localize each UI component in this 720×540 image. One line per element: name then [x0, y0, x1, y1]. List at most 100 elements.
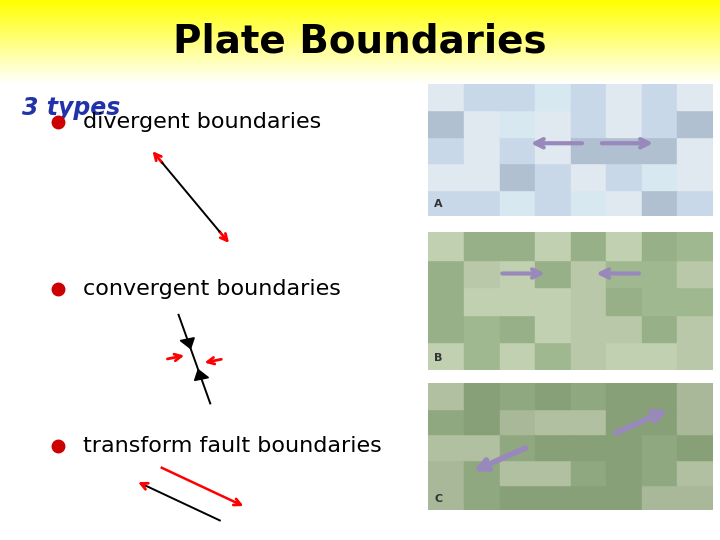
- Bar: [606, 190, 642, 216]
- Bar: [606, 342, 642, 370]
- Bar: [678, 260, 713, 287]
- Text: convergent boundaries: convergent boundaries: [83, 279, 341, 299]
- Bar: [606, 287, 642, 315]
- Bar: [464, 110, 500, 137]
- Bar: [642, 342, 678, 370]
- Bar: [570, 287, 606, 315]
- Bar: [570, 163, 606, 190]
- Bar: [642, 190, 678, 216]
- Bar: [464, 315, 500, 342]
- Bar: [570, 383, 606, 409]
- Bar: [535, 84, 570, 110]
- Bar: [642, 383, 678, 409]
- Bar: [500, 137, 535, 163]
- Bar: [428, 137, 464, 163]
- Bar: [428, 110, 464, 137]
- Polygon shape: [194, 370, 209, 381]
- Bar: [570, 315, 606, 342]
- Bar: [678, 232, 713, 260]
- Bar: [500, 232, 535, 260]
- Bar: [678, 409, 713, 434]
- Bar: [606, 383, 642, 409]
- Bar: [428, 460, 464, 485]
- Bar: [500, 342, 535, 370]
- Bar: [606, 409, 642, 434]
- Bar: [642, 434, 678, 460]
- Bar: [500, 315, 535, 342]
- Bar: [535, 485, 570, 510]
- Bar: [428, 409, 464, 434]
- Bar: [678, 315, 713, 342]
- Bar: [678, 110, 713, 137]
- Bar: [428, 485, 464, 510]
- Bar: [642, 260, 678, 287]
- Bar: [606, 315, 642, 342]
- Bar: [428, 84, 464, 110]
- Bar: [570, 485, 606, 510]
- Text: C: C: [434, 494, 442, 504]
- Bar: [678, 342, 713, 370]
- Bar: [606, 110, 642, 137]
- Bar: [642, 315, 678, 342]
- Bar: [500, 260, 535, 287]
- Bar: [500, 84, 535, 110]
- Bar: [570, 409, 606, 434]
- Bar: [570, 342, 606, 370]
- Bar: [535, 409, 570, 434]
- Bar: [464, 137, 500, 163]
- Bar: [678, 434, 713, 460]
- Bar: [570, 260, 606, 287]
- Bar: [535, 137, 570, 163]
- Bar: [606, 84, 642, 110]
- Bar: [464, 383, 500, 409]
- Text: divergent boundaries: divergent boundaries: [83, 111, 321, 132]
- Bar: [642, 409, 678, 434]
- Bar: [642, 137, 678, 163]
- Bar: [570, 190, 606, 216]
- Bar: [464, 190, 500, 216]
- Bar: [570, 137, 606, 163]
- Bar: [500, 163, 535, 190]
- Bar: [428, 232, 464, 260]
- Bar: [642, 485, 678, 510]
- Bar: [678, 163, 713, 190]
- Bar: [678, 137, 713, 163]
- Bar: [535, 315, 570, 342]
- Text: B: B: [434, 353, 443, 363]
- Text: 3 types: 3 types: [22, 96, 120, 120]
- Bar: [428, 260, 464, 287]
- Bar: [678, 383, 713, 409]
- Bar: [570, 460, 606, 485]
- Bar: [642, 287, 678, 315]
- Polygon shape: [180, 338, 194, 348]
- Bar: [570, 84, 606, 110]
- Bar: [464, 460, 500, 485]
- Bar: [464, 232, 500, 260]
- Bar: [535, 260, 570, 287]
- Text: transform fault boundaries: transform fault boundaries: [83, 435, 382, 456]
- Bar: [642, 232, 678, 260]
- Bar: [535, 460, 570, 485]
- Bar: [464, 260, 500, 287]
- Bar: [606, 137, 642, 163]
- Bar: [642, 110, 678, 137]
- Bar: [500, 460, 535, 485]
- Bar: [606, 434, 642, 460]
- Bar: [464, 409, 500, 434]
- Bar: [428, 287, 464, 315]
- Bar: [535, 383, 570, 409]
- Bar: [535, 232, 570, 260]
- Bar: [500, 287, 535, 315]
- Text: A: A: [434, 199, 443, 210]
- Bar: [428, 163, 464, 190]
- Bar: [642, 84, 678, 110]
- Bar: [464, 287, 500, 315]
- Bar: [606, 485, 642, 510]
- Bar: [500, 190, 535, 216]
- Bar: [678, 485, 713, 510]
- Bar: [570, 110, 606, 137]
- Bar: [535, 342, 570, 370]
- Bar: [428, 434, 464, 460]
- Bar: [570, 232, 606, 260]
- Bar: [678, 287, 713, 315]
